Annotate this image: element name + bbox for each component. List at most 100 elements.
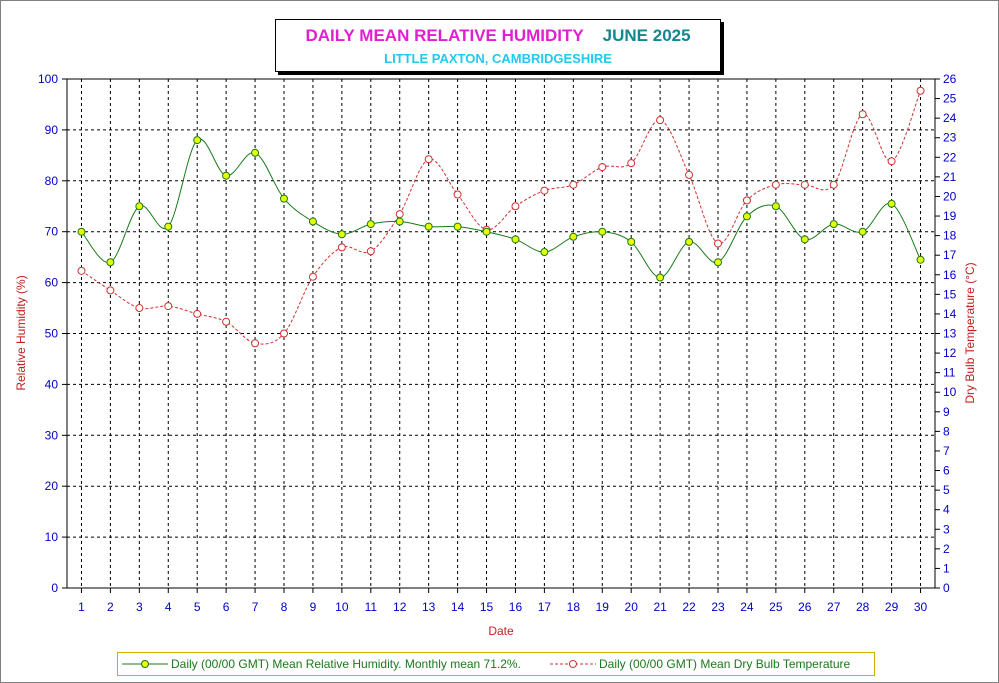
x-tick-label: 29: [885, 600, 899, 614]
y2-tick-label: 24: [943, 111, 957, 125]
temperature-point: [77, 266, 86, 275]
y-tick-label: 80: [45, 174, 59, 188]
humidity-point: [511, 235, 520, 244]
temperature-point: [308, 272, 317, 281]
humidity-point: [337, 230, 346, 239]
humidity-point: [106, 258, 115, 267]
x-tick-label: 5: [194, 600, 201, 614]
y-tick-labels: 0 10 20 30 40 50 60 70 80 90 100: [38, 72, 58, 595]
humidity-point: [887, 199, 896, 208]
temperature-point: [106, 286, 115, 295]
y2-tick-label: 10: [943, 385, 957, 399]
humidity-point: [540, 248, 549, 257]
humidity-point: [424, 222, 433, 231]
y2-tick-label: 16: [943, 268, 957, 282]
x-tick-label: 8: [281, 600, 288, 614]
y2-tick-label: 11: [943, 366, 956, 380]
x-tick-label: 13: [422, 600, 436, 614]
x-tick-label: 24: [740, 600, 754, 614]
y2-tick-label: 23: [943, 131, 957, 145]
y2-tick-labels: 0123456789101112131415161718192021222324…: [943, 72, 957, 595]
y2-tick-label: 8: [943, 424, 950, 438]
humidity-point: [251, 148, 260, 157]
temperature-point: [395, 210, 404, 219]
y2-tick-label: 12: [943, 346, 957, 360]
temperature-point: [685, 170, 694, 179]
y2-tick-label: 1: [943, 561, 950, 575]
y-tick-label: 90: [45, 123, 59, 137]
y2-tick-label: 26: [943, 72, 957, 86]
humidity-point: [656, 273, 665, 282]
temperature-line: [81, 90, 921, 345]
temperature-point: [164, 302, 173, 311]
x-tick-label: 23: [711, 600, 725, 614]
legend-temperature-symbol: [550, 660, 596, 668]
temperature-point: [511, 202, 520, 211]
temperature-point: [714, 239, 722, 248]
y-tick-label: 50: [45, 327, 59, 341]
y2-tick-label: 20: [943, 189, 957, 203]
x-tick-label: 18: [567, 600, 581, 614]
humidity-point: [685, 237, 694, 246]
temperature-point: [424, 155, 433, 164]
humidity-point: [771, 202, 780, 211]
humidity-point: [222, 171, 231, 180]
temperature-point: [887, 157, 896, 166]
humidity-line: [81, 138, 921, 279]
temperature-point: [453, 190, 462, 199]
humidity-point: [453, 222, 462, 231]
temperature-point: [366, 247, 375, 256]
humidity-point: [308, 217, 317, 226]
humidity-point: [569, 232, 578, 241]
x-tick-label: 27: [827, 600, 841, 614]
y-tick-label: 30: [45, 428, 59, 442]
x-tick-label: 15: [480, 600, 494, 614]
y-tick-label: 60: [45, 276, 59, 290]
title-text: DAILY MEAN RELATIVE HUMIDITY: [305, 26, 584, 45]
x-axis-title: Date: [488, 624, 514, 638]
x-tick-label: 28: [856, 600, 870, 614]
x-tick-label: 30: [914, 600, 928, 614]
temperature-point: [858, 110, 867, 119]
x-tick-label: 1: [78, 600, 85, 614]
x-tick-label: 22: [682, 600, 696, 614]
humidity-point: [395, 217, 404, 226]
grid: [67, 79, 935, 588]
chart-title: DAILY MEAN RELATIVE HUMIDITY JUNE 2025: [276, 26, 720, 46]
temperature-point: [193, 309, 202, 318]
humidity-point: [858, 227, 867, 236]
x-tick-label: 4: [165, 600, 172, 614]
x-tick-label: 20: [625, 600, 639, 614]
humidity-point: [482, 227, 491, 236]
y2-tick-label: 15: [943, 287, 957, 301]
humidity-point: [164, 222, 173, 231]
y2-tick-label: 6: [943, 464, 950, 478]
x-tick-label: 26: [798, 600, 812, 614]
temperature-point: [800, 180, 809, 189]
temperature-point: [569, 180, 578, 189]
legend: Daily (00/00 GMT) Mean Relative Humidity…: [117, 652, 875, 676]
series: [77, 86, 925, 348]
y2-tick-label: 22: [943, 150, 957, 164]
y-axis-title: Relative Humidity (%): [14, 275, 28, 390]
y-tick-label: 0: [51, 581, 58, 595]
y2-tick-label: 2: [943, 542, 950, 556]
x-tick-label: 11: [365, 600, 378, 614]
y2-tick-label: 14: [943, 307, 957, 321]
x-tick-label: 9: [310, 600, 317, 614]
temperature-point: [598, 163, 607, 172]
x-tick-label: 12: [393, 600, 407, 614]
y-tick-label: 20: [45, 479, 59, 493]
x-tick-labels: 1 2 3 4 5 6 7 8 9 10 11 12 13 14 15 16 17 18 19 20 21 22 23 24 2…: [78, 600, 927, 614]
humidity-point: [627, 237, 636, 246]
x-tick-label: 10: [335, 600, 349, 614]
humidity-point: [598, 227, 607, 236]
axes: [62, 78, 940, 593]
title-box: DAILY MEAN RELATIVE HUMIDITY JUNE 2025 L…: [275, 19, 721, 72]
y2-tick-label: 7: [943, 444, 950, 458]
x-tick-label: 16: [509, 600, 523, 614]
x-tick-label: 25: [769, 600, 783, 614]
x-tick-label: 2: [107, 600, 114, 614]
temperature-point: [251, 339, 260, 348]
